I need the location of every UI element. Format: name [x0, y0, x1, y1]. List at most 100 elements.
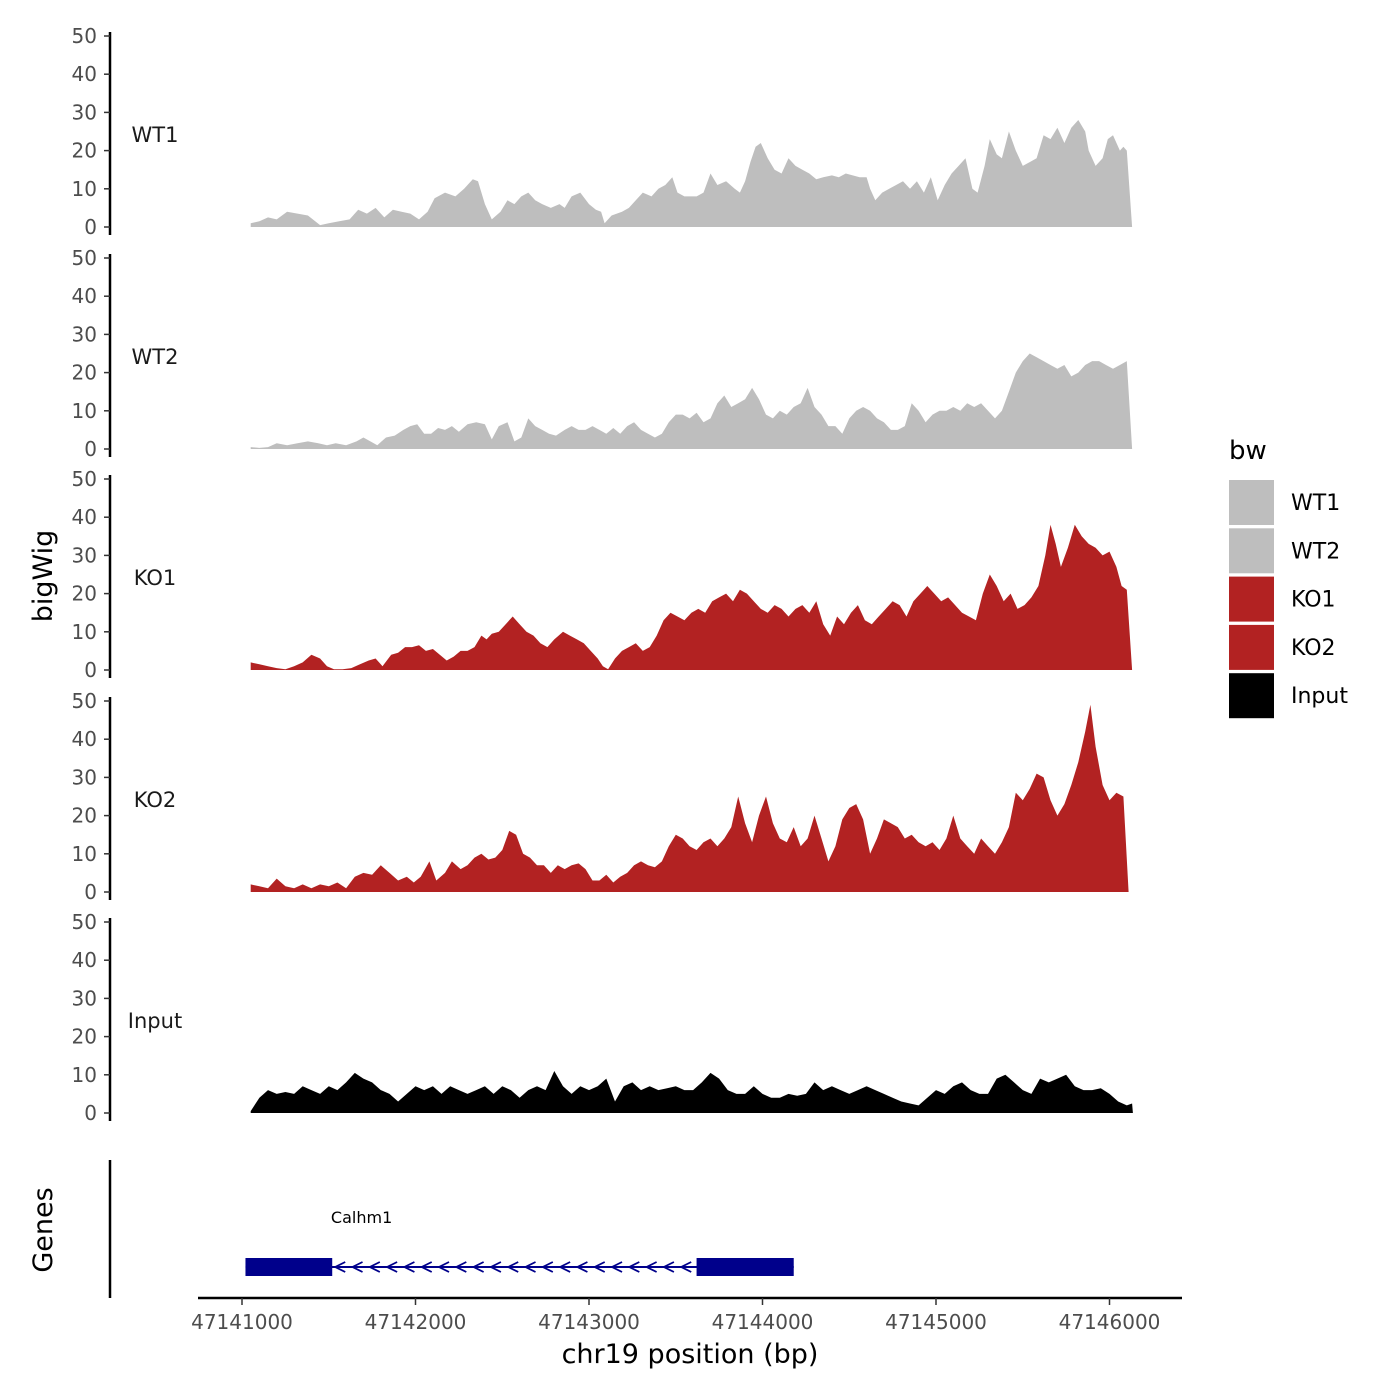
strand-arrow: [592, 1261, 606, 1273]
y-tick-label: 10: [72, 842, 97, 866]
y-tick-label: 0: [84, 658, 97, 682]
strand-arrow: [627, 1261, 640, 1273]
area-ko1: [250, 524, 1133, 670]
legend-item-ko2: KO2: [1229, 624, 1336, 670]
y-tick-label: 0: [84, 880, 97, 904]
y-tick-label: 20: [72, 1025, 97, 1049]
strand-arrow: [350, 1261, 363, 1273]
legend: bw WT1 WT2 KO1 KO2 Input: [1229, 436, 1348, 719]
y-tick-label: 50: [72, 246, 97, 270]
track-label: WT2: [132, 345, 179, 369]
y-tick-label: 40: [72, 948, 97, 972]
y-tick-label: 30: [72, 322, 97, 346]
strand-arrow: [679, 1261, 692, 1273]
y-tick-label: 20: [72, 139, 97, 163]
strand-arrow: [523, 1261, 536, 1273]
y-tick-label: 50: [72, 24, 97, 48]
strand-arrow: [454, 1261, 467, 1273]
y-tick-label: 40: [72, 62, 97, 86]
y-tick-label: 30: [72, 986, 97, 1010]
area-ko2: [250, 704, 1129, 892]
y-tick-label: 50: [72, 467, 97, 491]
strand-arrow: [471, 1261, 485, 1273]
strand-arrow: [540, 1261, 554, 1273]
track-label: Input: [128, 1009, 182, 1033]
strand-arrow: [575, 1261, 588, 1273]
x-axis: 47141000 47142000 47143000 47144000 47145000…: [191, 1296, 1182, 1334]
strand-arrow: [437, 1261, 450, 1273]
legend-label: KO2: [1291, 636, 1336, 661]
strand-arrow: [419, 1261, 433, 1273]
legend-swatch: [1229, 624, 1274, 670]
y-tick-label: 20: [72, 804, 97, 828]
y-tick-label: 0: [84, 1101, 97, 1125]
y-axis-title: bigWig: [28, 530, 59, 623]
strand-arrow: [402, 1261, 415, 1273]
legend-item-ko1: KO1: [1229, 576, 1336, 622]
legend-item-wt1: WT1: [1229, 480, 1340, 525]
y-tick-label: 30: [72, 543, 97, 567]
genes-track-title: Genes: [28, 1187, 59, 1272]
y-tick-label: 0: [84, 215, 97, 239]
x-tick-label: 47142000: [365, 1310, 467, 1334]
legend-swatch: [1229, 576, 1274, 622]
y-tick-label: 40: [72, 727, 97, 751]
legend-label: KO1: [1291, 588, 1336, 613]
legend-title: bw: [1229, 436, 1267, 466]
gene-exon: [245, 1258, 333, 1276]
strand-arrow: [506, 1261, 519, 1273]
strand-arrow: [610, 1261, 623, 1273]
track-label: WT1: [132, 123, 179, 147]
gene-exon: [696, 1258, 794, 1276]
legend-swatch: [1229, 528, 1274, 574]
track-wt2: 0 10 20 30 40 50 WT2: [72, 246, 1133, 461]
track-ko2: 0 10 20 30 40 50 KO2: [72, 689, 1129, 904]
track-label: KO1: [134, 566, 177, 590]
gene-label: Calhm1: [331, 1208, 392, 1227]
legend-label: Input: [1291, 684, 1348, 709]
y-tick-label: 0: [84, 437, 97, 461]
track-input: 0 10 20 30 40 50 Input: [72, 910, 1133, 1125]
strand-arrow: [644, 1261, 658, 1273]
legend-item-input: Input: [1229, 673, 1348, 719]
legend-swatch: [1229, 673, 1274, 719]
legend-swatch: [1229, 480, 1274, 525]
legend-label: WT1: [1291, 491, 1340, 516]
gene-calhm1: Calhm1: [245, 1208, 794, 1276]
area-wt1: [250, 120, 1133, 227]
x-tick-label: 47141000: [191, 1310, 293, 1334]
track-ko1: 0 10 20 30 40 50 KO1: [72, 467, 1133, 682]
y-tick-label: 10: [72, 177, 97, 201]
y-tick-label: 10: [72, 1063, 97, 1087]
x-axis-title: chr19 position (bp): [562, 1339, 819, 1370]
x-tick-label: 47145000: [885, 1310, 987, 1334]
track-label: KO2: [134, 788, 177, 812]
area-input: [250, 1071, 1133, 1113]
y-tick-label: 20: [72, 582, 97, 606]
y-tick-label: 50: [72, 689, 97, 713]
y-tick-label: 10: [72, 620, 97, 644]
strand-arrow: [367, 1261, 381, 1273]
strand-arrow: [661, 1261, 675, 1273]
strand-arrow: [558, 1261, 571, 1273]
area-wt2: [250, 353, 1133, 449]
y-tick-label: 30: [72, 100, 97, 124]
x-tick-label: 47144000: [712, 1310, 814, 1334]
genes-layer: Calhm1: [108, 1160, 794, 1298]
strand-arrow: [385, 1261, 398, 1273]
y-tick-label: 10: [72, 399, 97, 423]
tracks-layer: 0 10 20 30 40 50 WT1 0 10 20 30 40 50 WT2 0 10 20 30 40 50 K…: [72, 24, 1133, 1125]
y-tick-label: 40: [72, 284, 97, 308]
x-tick-label: 47146000: [1059, 1310, 1161, 1334]
x-tick-label: 47143000: [538, 1310, 640, 1334]
strand-arrow: [488, 1261, 502, 1273]
y-tick-label: 20: [72, 361, 97, 385]
legend-item-wt2: WT2: [1229, 528, 1340, 574]
track-wt1: 0 10 20 30 40 50 WT1: [72, 24, 1133, 239]
y-tick-label: 40: [72, 505, 97, 529]
y-tick-label: 50: [72, 910, 97, 934]
legend-label: WT2: [1291, 539, 1340, 564]
y-tick-label: 30: [72, 765, 97, 789]
strand-arrow: [333, 1261, 346, 1273]
